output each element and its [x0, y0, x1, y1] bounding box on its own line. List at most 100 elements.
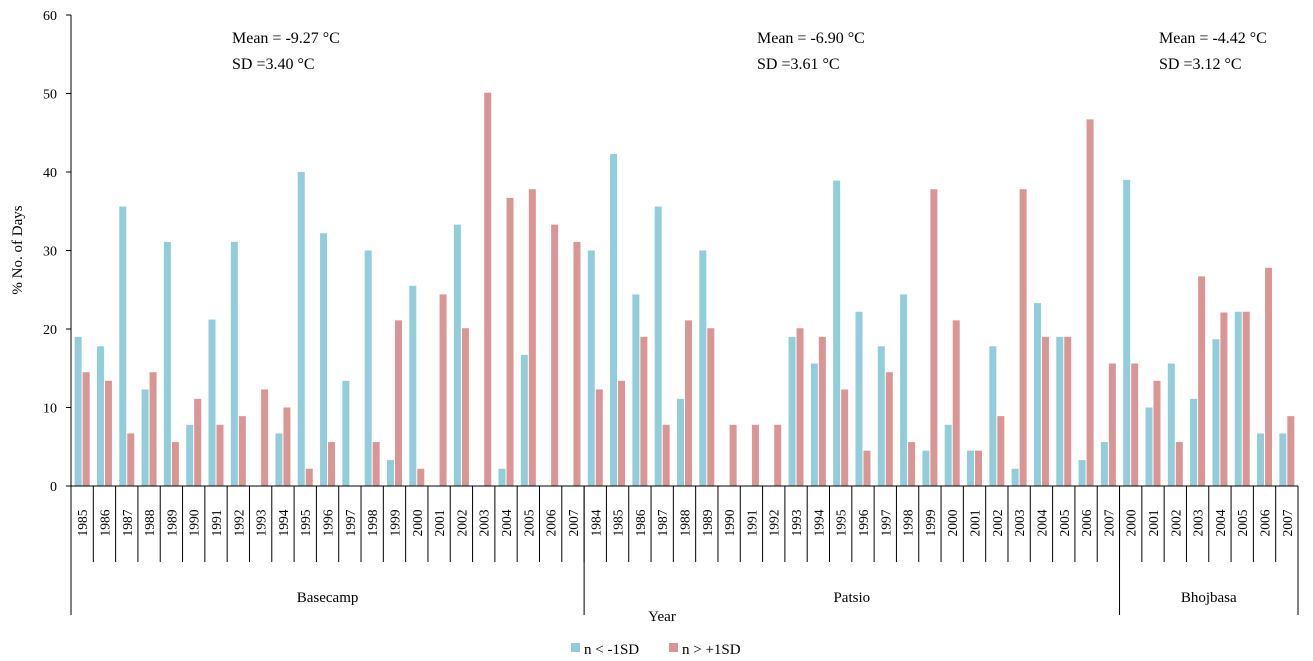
bar-high — [1220, 312, 1228, 486]
bar-low — [944, 424, 952, 486]
bar-high — [618, 380, 626, 486]
legend-label-high: n > +1SD — [682, 642, 741, 658]
group-label: Patsio — [833, 590, 870, 606]
bar-low — [1145, 407, 1153, 486]
bar-high — [104, 380, 112, 486]
bar-high — [774, 424, 782, 486]
bar-low — [74, 336, 82, 486]
bar-high — [149, 372, 157, 486]
bar-high — [930, 189, 938, 486]
year-label: 1986 — [633, 509, 648, 536]
bar-low — [1011, 468, 1019, 486]
bar-low — [877, 346, 885, 486]
year-label: 2004 — [1034, 509, 1049, 536]
bar-high — [439, 294, 447, 486]
bar-low — [96, 346, 104, 486]
bar-low — [498, 468, 506, 486]
year-label: 2002 — [990, 510, 1005, 537]
year-label: 1990 — [722, 509, 737, 536]
x-axis-title: Year — [648, 609, 676, 625]
bar-low — [320, 233, 328, 486]
bar-high — [997, 416, 1005, 486]
bar-low — [1234, 311, 1242, 486]
sd-annotation: SD =3.12 °C — [1159, 56, 1242, 73]
bar-high — [194, 398, 202, 486]
bar-high — [1041, 336, 1049, 486]
annotations: Mean = -9.27 °C SD =3.40 °C Mean = -6.90 °… — [232, 30, 1267, 73]
bar-high — [261, 389, 269, 486]
bar-low — [342, 380, 350, 486]
bar-low — [453, 224, 461, 486]
year-label: 2000 — [410, 509, 425, 536]
y-tick-label: 30 — [43, 245, 57, 260]
bar-high — [885, 372, 893, 486]
bar-high — [238, 416, 246, 486]
year-label: 1995 — [834, 509, 849, 536]
bar-high — [685, 320, 692, 486]
year-label: 2006 — [1258, 509, 1273, 536]
bar-high — [1086, 119, 1094, 486]
bar-high — [328, 442, 336, 486]
legend-label-low: n < -1SD — [584, 642, 639, 658]
bar-high — [841, 389, 849, 486]
year-label: 1991 — [744, 510, 759, 537]
bar-high — [528, 189, 536, 486]
bar-low — [699, 250, 707, 486]
legend-swatch-low — [571, 643, 580, 652]
year-label: 1995 — [298, 509, 313, 536]
bar-high — [640, 336, 648, 486]
bar-high — [796, 328, 804, 486]
bar-high — [908, 442, 916, 486]
bar-high — [818, 336, 826, 486]
bar-low — [1123, 179, 1131, 486]
sd-annotation: SD =3.40 °C — [232, 56, 315, 73]
legend-swatch-high — [669, 643, 678, 652]
year-label: 1992 — [231, 510, 246, 537]
year-label: 2000 — [1124, 509, 1139, 536]
bar-high — [305, 468, 313, 486]
bar-low — [1190, 398, 1198, 486]
bar-high — [372, 442, 380, 486]
bar-low — [1257, 433, 1265, 486]
year-label: 1993 — [254, 509, 269, 536]
year-label: 1985 — [75, 509, 90, 536]
year-label: 1994 — [811, 509, 826, 536]
year-label: 1994 — [276, 509, 291, 536]
bar-low — [1056, 336, 1064, 486]
year-label: 2003 — [1012, 509, 1027, 536]
year-label: 2002 — [1168, 510, 1183, 537]
year-label: 1993 — [789, 509, 804, 536]
bar-high — [1242, 311, 1250, 486]
year-label: 1999 — [387, 509, 402, 536]
bar-high — [952, 320, 960, 486]
bar-high — [127, 433, 135, 486]
bar-high — [82, 372, 90, 486]
bar-high — [573, 241, 581, 486]
bar-low — [855, 311, 863, 486]
year-label: 2007 — [1280, 509, 1295, 536]
bar-low — [409, 285, 417, 486]
y-tick-label: 50 — [43, 88, 57, 103]
bar-low — [989, 346, 997, 486]
bar-low — [1033, 303, 1041, 486]
group-label: Basecamp — [297, 590, 359, 606]
mean-annotation: Mean = -9.27 °C — [232, 30, 340, 47]
mean-annotation: Mean = -6.90 °C — [757, 30, 865, 47]
year-label: 1990 — [187, 509, 202, 536]
sd-annotation: SD =3.61 °C — [757, 56, 840, 73]
bar-low — [810, 363, 818, 486]
year-label: 1997 — [878, 509, 893, 536]
bar-low — [386, 460, 394, 486]
bar-low — [900, 294, 908, 486]
bar-high — [751, 424, 759, 486]
bar-low — [364, 250, 372, 486]
year-label: 2006 — [1079, 509, 1094, 536]
bar-high — [171, 442, 179, 486]
year-label: 2007 — [566, 509, 581, 536]
bar-low — [1167, 363, 1175, 486]
bar-high — [863, 450, 871, 486]
year-label: 2001 — [432, 510, 447, 537]
year-label: 1986 — [97, 509, 112, 536]
bar-low — [632, 294, 640, 486]
bar-high — [216, 424, 224, 486]
